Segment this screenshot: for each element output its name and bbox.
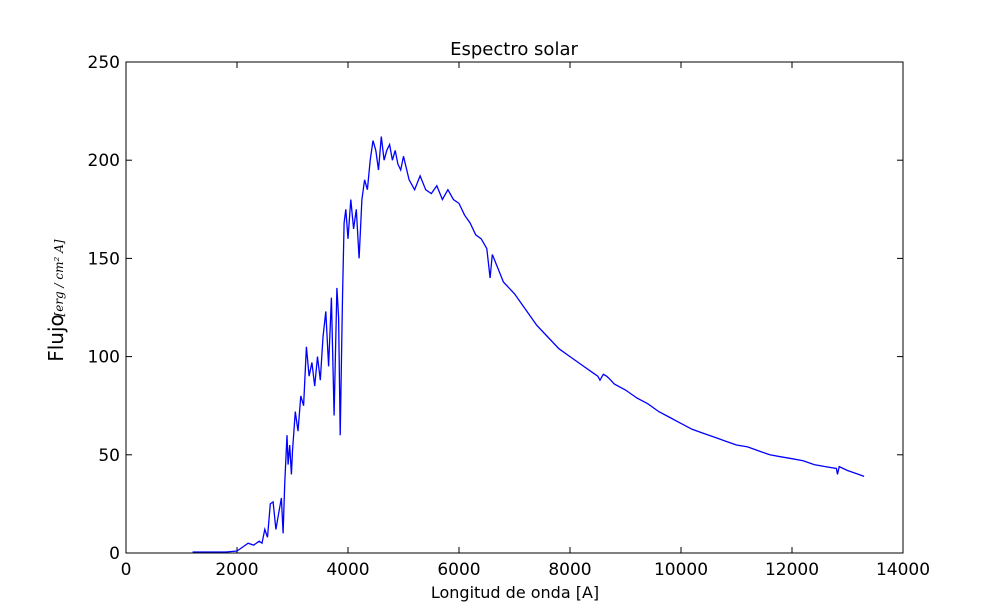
chart-title: Espectro solar: [450, 39, 578, 60]
x-tick-label: 0: [121, 560, 132, 580]
y-tick-label: 150: [88, 249, 120, 269]
axis-ticks: 0 2000 4000 6000 8000 10000 12000 14000 0 50 100 15…: [88, 53, 931, 580]
y-tick-label: 250: [88, 53, 120, 73]
x-tick-label: 14000: [876, 560, 930, 580]
x-tick-label: 8000: [548, 560, 591, 580]
y-axis-label: Flujo: [44, 314, 68, 362]
y-tick-label: 200: [88, 151, 120, 171]
x-tick-label: 4000: [326, 560, 369, 580]
y-tick-label: 50: [98, 446, 120, 466]
y-tick-label: 100: [88, 348, 120, 368]
x-tick-label: 10000: [654, 560, 708, 580]
x-axis-label: Longitud de onda [A]: [431, 583, 599, 602]
y-axis-label-group: Flujo [erg / cm² A]: [44, 239, 68, 362]
x-tick-label: 6000: [437, 560, 480, 580]
y-tick-label: 0: [109, 544, 120, 564]
plot-frame: [125, 61, 904, 554]
series-line: [192, 136, 865, 553]
y-axis-unit: [erg / cm² A]: [52, 239, 66, 316]
x-tick-label: 12000: [765, 560, 819, 580]
x-tick-label: 2000: [215, 560, 258, 580]
